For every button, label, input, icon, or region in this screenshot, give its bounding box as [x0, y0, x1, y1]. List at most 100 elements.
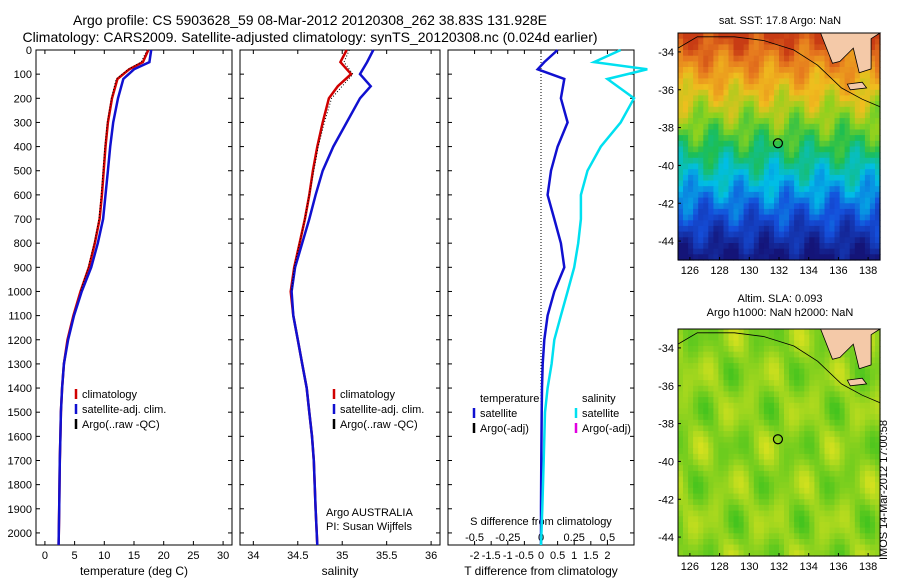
map-cell [784, 225, 790, 233]
map-cell [824, 89, 831, 97]
map-cell [829, 487, 836, 495]
x-tick-label: 34.5 [287, 550, 308, 562]
map-cell [683, 55, 689, 62]
map-cell [814, 419, 820, 427]
map-cell [839, 493, 846, 500]
map-cell [864, 431, 871, 438]
map-cell [703, 448, 709, 455]
map-cell [753, 510, 760, 517]
map-cell [784, 414, 790, 421]
map-cell [834, 442, 841, 449]
map-cell [839, 363, 846, 370]
map-cell [824, 106, 831, 114]
map-cell [844, 191, 851, 199]
map-cell [829, 197, 836, 204]
map-cell [683, 351, 689, 358]
map-cell [799, 476, 805, 483]
map-cell [859, 106, 866, 114]
map-cell [753, 67, 760, 74]
map-cell [723, 510, 730, 517]
map-cell [784, 527, 790, 534]
map-cell [698, 516, 704, 523]
map-cell [829, 550, 836, 557]
map-cell [718, 231, 724, 238]
map-cell [688, 112, 694, 119]
map-cell [688, 84, 694, 91]
map-cell [758, 61, 765, 68]
map-cell [839, 385, 846, 393]
map-cell [763, 539, 770, 546]
map-cell [869, 220, 876, 227]
map-cell [819, 78, 825, 85]
map-cell [864, 186, 871, 193]
map-lat-label: -44 [658, 236, 674, 248]
map-cell [703, 380, 709, 387]
map-cell [839, 408, 846, 415]
map-cell [698, 106, 704, 114]
map-cell [854, 522, 861, 529]
map-cell [718, 351, 724, 358]
map-cell [809, 84, 815, 91]
map-cell [698, 38, 704, 45]
map-cell [839, 448, 846, 455]
map-cell [784, 357, 790, 364]
map-cell [859, 476, 866, 483]
map-cell [854, 476, 861, 483]
map-cell [758, 402, 765, 410]
map-cell [738, 112, 745, 119]
map-cell [708, 493, 714, 500]
map-cell [728, 499, 735, 506]
map-cell [678, 516, 684, 523]
map-cell [779, 385, 785, 393]
map-cell [753, 55, 760, 62]
map-cell [763, 186, 770, 193]
map-cell [678, 248, 684, 255]
map-cell [804, 493, 810, 500]
map-cell [753, 448, 760, 455]
map-cell [723, 516, 730, 523]
map-cell [718, 163, 724, 170]
map-cell [763, 340, 770, 347]
figure-title-line2: Climatology: CARS2009. Satellite-adjuste… [22, 29, 598, 45]
map-cell [748, 374, 755, 381]
map-cell [779, 391, 785, 398]
map-cell [859, 169, 866, 176]
map-cell [683, 408, 689, 415]
map-cell [869, 186, 876, 193]
map-cell [804, 459, 810, 466]
map-cell [713, 351, 719, 358]
map-cell [789, 414, 795, 421]
map-cell [698, 357, 704, 364]
map-cell [774, 431, 780, 438]
map-cell [804, 84, 810, 91]
map-cell [864, 146, 871, 153]
map-cell [789, 157, 795, 165]
map-cell [748, 225, 755, 233]
map-cell [784, 504, 790, 512]
map-cell [839, 157, 846, 165]
map-cell [799, 220, 805, 227]
map-cell [683, 522, 689, 529]
map-cell [844, 465, 851, 472]
map-cell [753, 225, 760, 233]
map-cell [804, 329, 810, 336]
map-cell [864, 197, 871, 204]
map-cell [683, 50, 689, 57]
map-cell [839, 425, 846, 432]
map-cell [789, 363, 795, 370]
map-cell [678, 135, 684, 142]
map-cell [678, 163, 684, 170]
map-cell [703, 340, 709, 347]
map-cell [693, 67, 699, 74]
map-cell [763, 397, 770, 404]
map-cell [748, 368, 755, 375]
map-cell [708, 118, 714, 125]
map-cell [753, 44, 760, 51]
map-cell [774, 340, 780, 347]
map-cell [763, 487, 770, 495]
map-cell [718, 243, 724, 250]
map-cell [819, 169, 825, 176]
map-cell [814, 533, 820, 540]
map-cell [875, 84, 881, 91]
map-cell [678, 152, 684, 159]
